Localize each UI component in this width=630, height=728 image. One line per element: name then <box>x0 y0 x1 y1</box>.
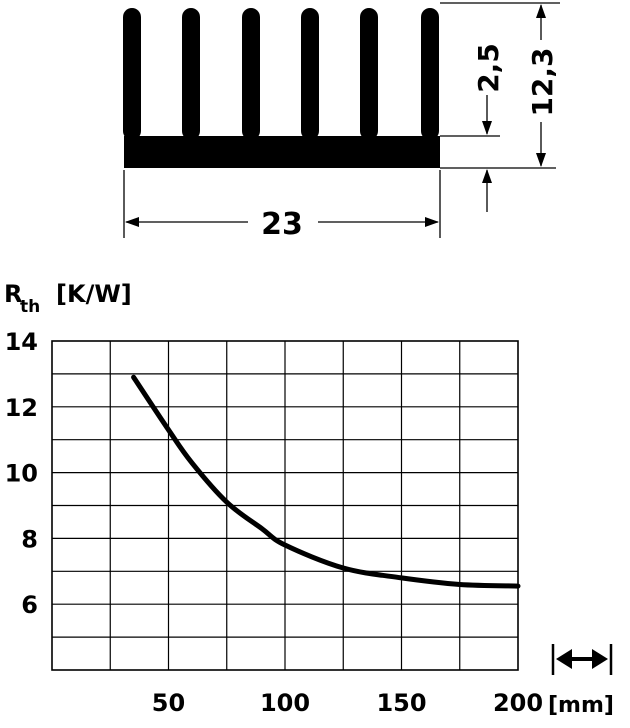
heatsink-fin <box>123 8 141 140</box>
heatsink-fin <box>360 8 378 140</box>
length-arrow-icon <box>551 644 613 675</box>
x-tick-label: 200 <box>493 689 543 717</box>
y-axis-label-sub: th <box>20 297 40 317</box>
height-dimension-label: 12,3 <box>526 47 559 116</box>
y-tick-label: 10 <box>5 460 38 488</box>
chart-frame <box>51 340 519 671</box>
heatsink-body <box>123 8 440 168</box>
x-tick-label: 50 <box>152 689 185 717</box>
fin-gap-dimension-label: 2,5 <box>472 43 505 93</box>
chart: 14 12 10 8 6 50 100 150 200 <box>5 328 543 717</box>
heatsink-fin <box>421 8 439 140</box>
heatsink-fin <box>242 8 260 140</box>
y-tick-label: 6 <box>21 591 38 619</box>
x-tick-labels: 50 100 150 200 <box>152 689 543 717</box>
y-axis-label-unit: [K/W] <box>56 280 132 308</box>
x-tick-label: 150 <box>376 689 426 717</box>
series-line <box>131 374 521 589</box>
heatsink-fin <box>182 8 200 140</box>
heatsink-base <box>124 136 440 168</box>
heatsink-dimensions <box>123 2 560 238</box>
x-tick-label: 100 <box>260 689 310 717</box>
heatsink-profile <box>123 8 440 168</box>
heatsink-fin <box>301 8 319 140</box>
width-dimension-label: 23 <box>261 207 303 242</box>
y-tick-label: 12 <box>5 394 38 422</box>
y-tick-labels: 14 12 10 8 6 <box>5 328 38 619</box>
x-axis-label: [mm] <box>548 693 614 718</box>
y-tick-label: 14 <box>5 328 38 356</box>
chart-grid <box>52 341 518 670</box>
y-tick-label: 8 <box>21 525 38 553</box>
y-axis-label-main: R <box>4 280 22 308</box>
